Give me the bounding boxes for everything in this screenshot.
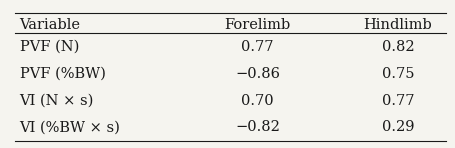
Text: Variable: Variable <box>20 18 81 32</box>
Text: 0.70: 0.70 <box>241 94 273 107</box>
Text: −0.86: −0.86 <box>234 67 279 81</box>
Text: 0.75: 0.75 <box>381 67 413 81</box>
Text: 0.77: 0.77 <box>381 94 413 107</box>
Text: VI (N × s): VI (N × s) <box>20 94 94 107</box>
Text: −0.82: −0.82 <box>234 120 279 134</box>
Text: Hindlimb: Hindlimb <box>363 18 431 32</box>
Text: PVF (%BW): PVF (%BW) <box>20 67 105 81</box>
Text: 0.77: 0.77 <box>241 40 273 54</box>
Text: Forelimb: Forelimb <box>224 18 290 32</box>
Text: VI (%BW × s): VI (%BW × s) <box>20 120 120 134</box>
Text: PVF (N): PVF (N) <box>20 40 79 54</box>
Text: 0.29: 0.29 <box>381 120 413 134</box>
Text: 0.82: 0.82 <box>381 40 413 54</box>
